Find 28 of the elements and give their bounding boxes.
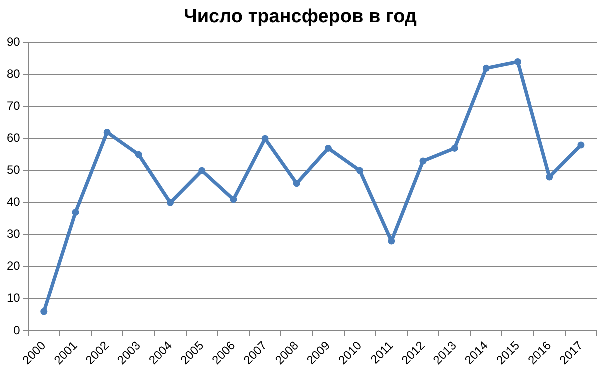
y-tick-label: 60 bbox=[6, 131, 21, 146]
y-tick-label: 90 bbox=[6, 35, 21, 50]
point bbox=[72, 208, 80, 216]
y-tick-label: 10 bbox=[6, 291, 21, 306]
y-tick-label: 70 bbox=[6, 99, 21, 114]
point bbox=[546, 174, 554, 181]
point bbox=[104, 128, 111, 136]
point bbox=[451, 144, 458, 152]
point bbox=[420, 158, 427, 165]
y-tick-label: 80 bbox=[6, 67, 21, 82]
point bbox=[198, 167, 206, 174]
point bbox=[40, 308, 48, 316]
y-tick-label: 50 bbox=[6, 163, 21, 178]
point bbox=[230, 196, 238, 204]
y-tick-label: 0 bbox=[14, 323, 21, 338]
point bbox=[356, 167, 364, 174]
point bbox=[262, 135, 269, 142]
point bbox=[135, 151, 142, 158]
point bbox=[514, 58, 522, 66]
point bbox=[167, 199, 174, 206]
point bbox=[324, 144, 332, 152]
point bbox=[578, 142, 585, 149]
point bbox=[293, 180, 300, 188]
point bbox=[482, 64, 490, 72]
y-tick-label: 20 bbox=[6, 259, 21, 274]
chart-title: Число трансферов в год bbox=[184, 6, 417, 28]
y-tick-label: 30 bbox=[6, 227, 21, 242]
y-tick-label: 40 bbox=[6, 195, 21, 210]
